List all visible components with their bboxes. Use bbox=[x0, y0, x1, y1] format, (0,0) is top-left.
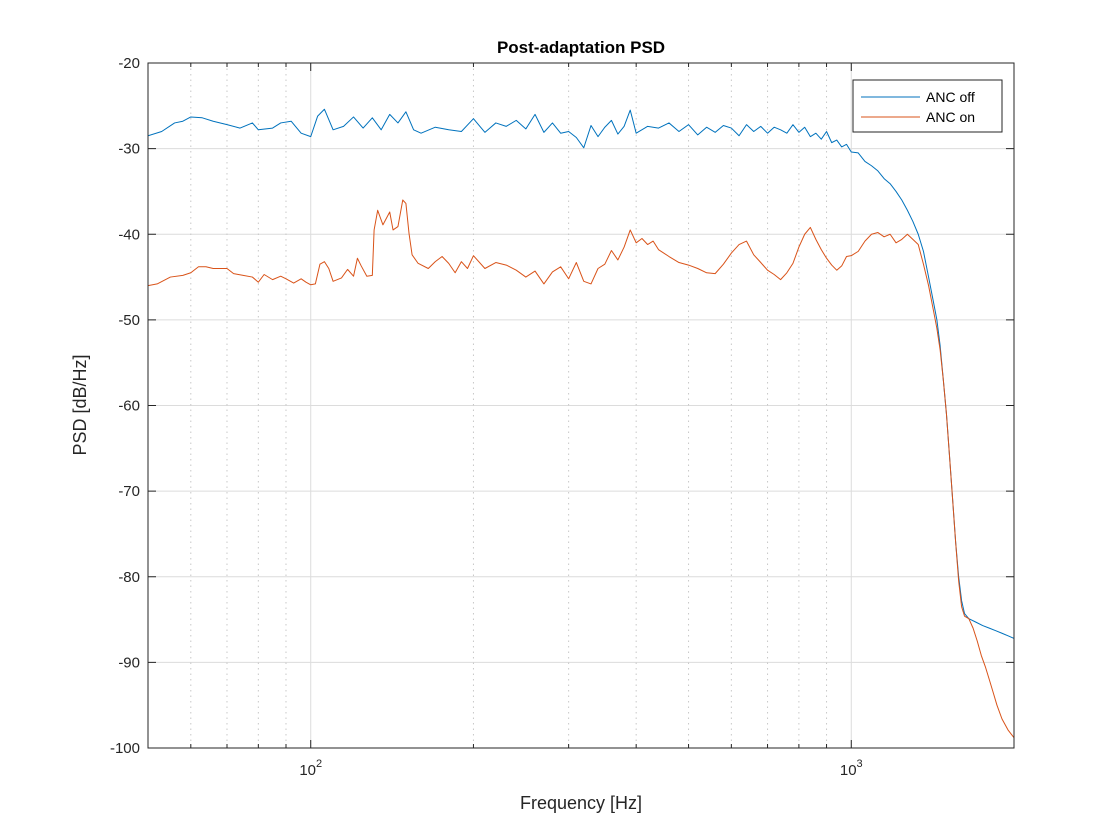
x-tick-label: 102 bbox=[299, 758, 322, 779]
tick-labels: -100 -90 -80 -70 -60 -50 -40 -30 -20 102 103 bbox=[110, 55, 863, 779]
legend: ANC off ANC on bbox=[852, 79, 1003, 133]
y-tick-label: -80 bbox=[118, 569, 140, 586]
x-axis-label: Frequency [Hz] bbox=[520, 793, 642, 813]
x-tick-label: 103 bbox=[840, 758, 863, 779]
series-line-anc-off bbox=[148, 108, 1014, 639]
y-tick-label: -40 bbox=[118, 226, 140, 243]
series-layer bbox=[148, 108, 1014, 739]
y-tick-label: -100 bbox=[110, 740, 140, 757]
legend-entry-label: ANC on bbox=[926, 109, 975, 125]
grid-lines bbox=[148, 62, 1014, 749]
y-tick-label: -30 bbox=[118, 141, 140, 158]
tick-marks bbox=[148, 62, 1014, 749]
chart-title: Post-adaptation PSD bbox=[497, 38, 665, 57]
y-tick-label: -60 bbox=[118, 398, 140, 415]
legend-box bbox=[852, 79, 1003, 133]
y-tick-label: -50 bbox=[118, 312, 140, 329]
series-line-anc-on bbox=[148, 199, 1014, 739]
y-tick-label: -90 bbox=[118, 654, 140, 671]
legend-entry-label: ANC off bbox=[926, 89, 975, 105]
y-tick-label: -20 bbox=[118, 55, 140, 72]
y-axis-label: PSD [dB/Hz] bbox=[70, 354, 90, 455]
y-tick-label: -70 bbox=[118, 483, 140, 500]
